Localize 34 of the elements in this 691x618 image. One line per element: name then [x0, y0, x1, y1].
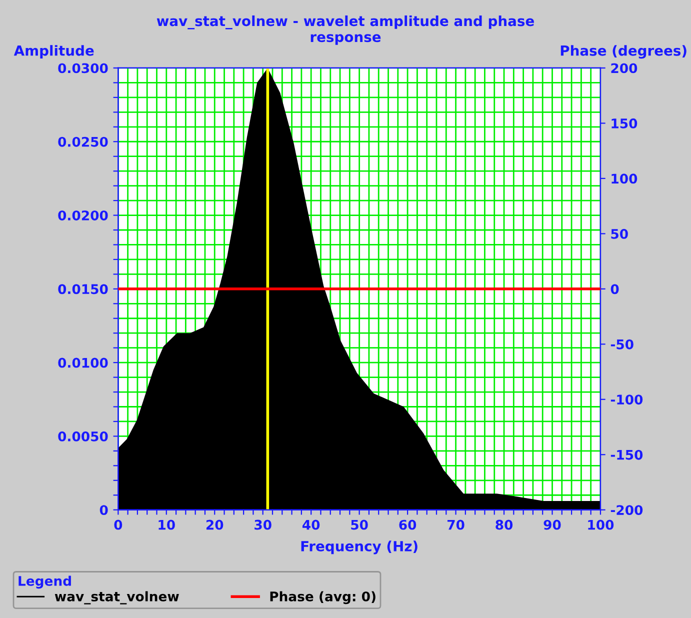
x-axis-title: Frequency (Hz)	[301, 540, 418, 554]
x-tick-label: 80	[496, 520, 513, 530]
x-tick-label: 100	[588, 520, 614, 530]
chart-title: wav_stat_volnew - wavelet amplitude and phase response	[156, 15, 534, 45]
x-tick-label: 20	[206, 520, 224, 530]
x-tick-label: 70	[447, 520, 464, 530]
y2-tick-label: 100	[612, 174, 638, 184]
y-tick-label: 0.0250	[58, 136, 108, 147]
y2-tick-label: -150	[610, 450, 643, 460]
y2-tick-label: -200	[610, 505, 643, 516]
x-tick-label: 40	[302, 520, 320, 530]
y-tick-label: 0.0050	[58, 431, 108, 442]
legend-label: Phase (avg: 0)	[270, 591, 376, 604]
y2-tick-label: 200	[611, 63, 638, 74]
y-tick-label: 0.0150	[58, 284, 108, 294]
y2-tick-label: 150	[612, 118, 638, 128]
x-tick-label: 0	[114, 520, 122, 530]
y2-axis-title: Phase (degrees)	[560, 45, 686, 59]
y-axis-title: Amplitude	[14, 45, 94, 59]
x-tick-label: 50	[351, 520, 368, 530]
legend-label: wav_stat_volnew	[54, 591, 179, 604]
y-tick-label: 0.0200	[58, 210, 108, 220]
y-tick-label: 0	[100, 505, 108, 516]
y2-tick-label: 50	[611, 228, 628, 239]
y2-tick-label: -50	[610, 339, 634, 350]
y-tick-label: 0.0300	[58, 63, 108, 74]
x-tick-label: 90	[544, 520, 561, 530]
y-tick-label: 0.0100	[58, 358, 108, 368]
x-tick-label: 60	[399, 520, 416, 530]
legend-title: Legend	[18, 576, 71, 589]
x-tick-label: 30	[254, 520, 272, 530]
y2-tick-label: -100	[610, 394, 643, 405]
y2-tick-label: 0	[610, 284, 619, 294]
x-tick-label: 10	[158, 520, 175, 530]
